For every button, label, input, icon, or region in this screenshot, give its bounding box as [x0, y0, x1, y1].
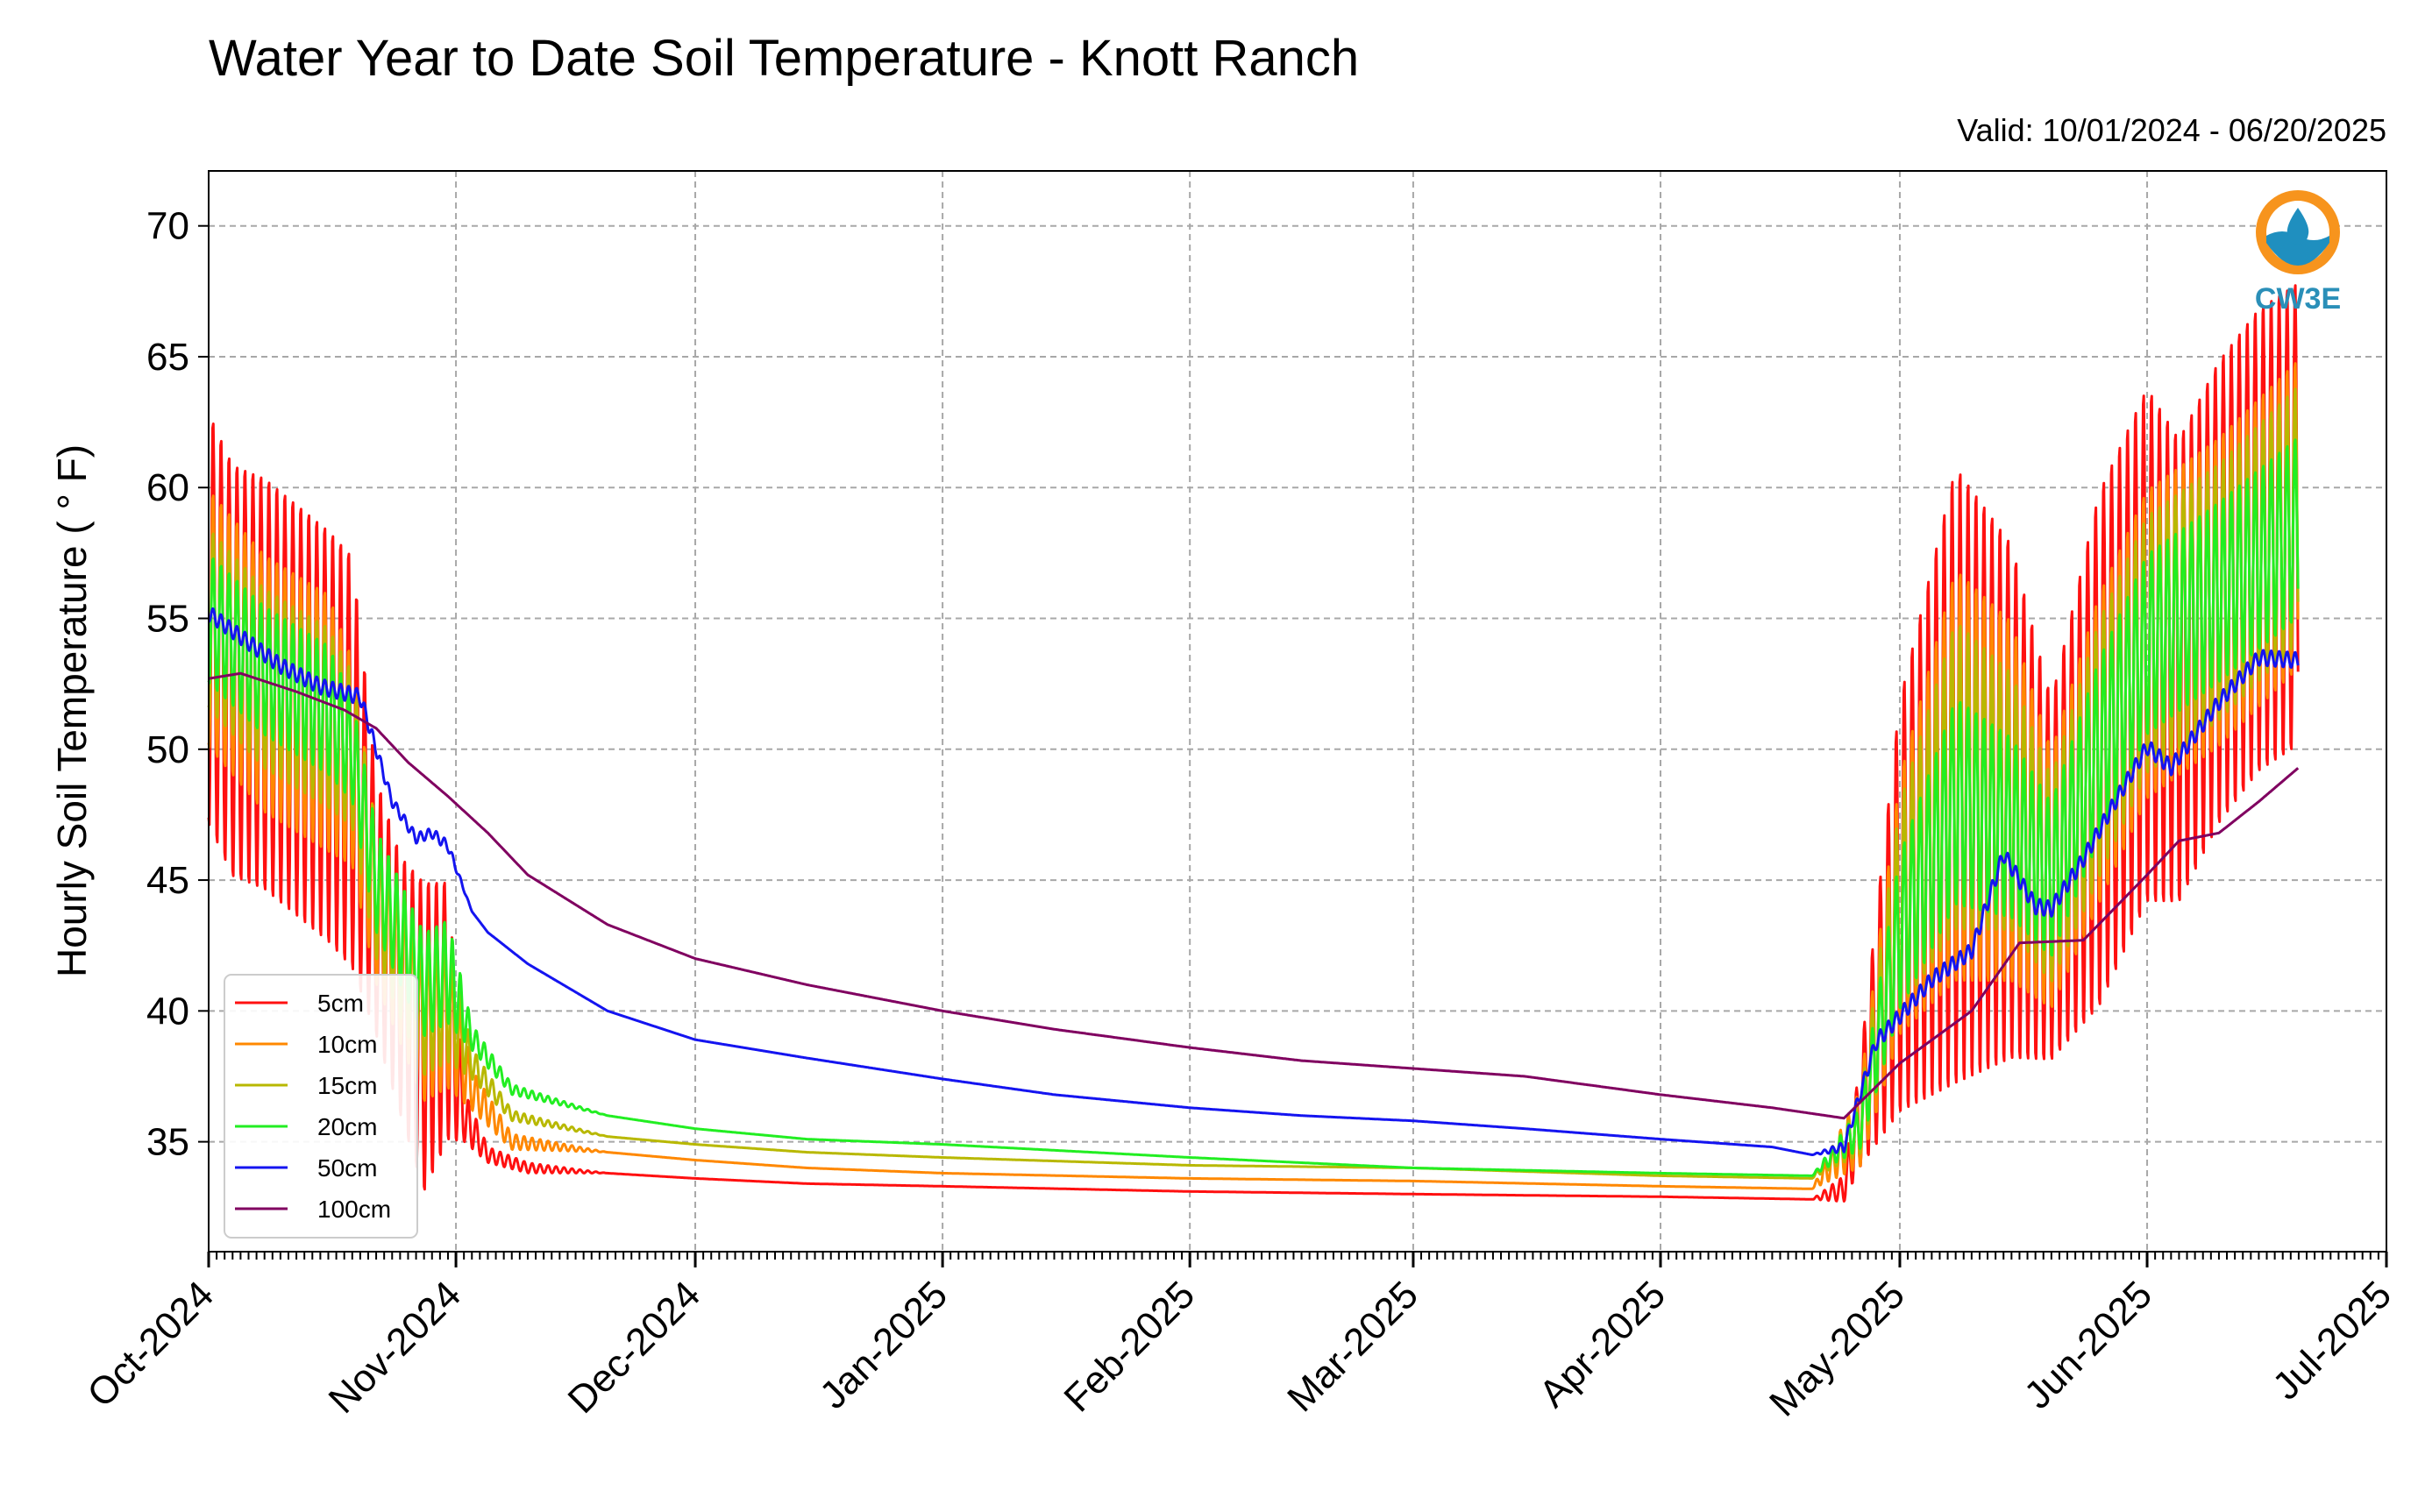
y-tick-label: 45 — [146, 859, 189, 902]
legend-label: 100cm — [317, 1196, 391, 1223]
x-tick-label: Dec-2024 — [560, 1273, 709, 1422]
y-tick-label: 70 — [146, 205, 189, 248]
legend-label: 50cm — [317, 1154, 377, 1182]
y-tick-label: 65 — [146, 336, 189, 379]
grid — [208, 171, 2387, 1252]
series-line-100cm — [208, 671, 2300, 1120]
y-tick-label: 50 — [146, 728, 189, 771]
x-tick-label: Oct-2024 — [79, 1273, 222, 1416]
series-lines — [207, 284, 2300, 1203]
y-tick-label: 60 — [146, 466, 189, 509]
x-tick-label: Mar-2025 — [1279, 1273, 1426, 1420]
x-tick-label: Jan-2025 — [812, 1273, 956, 1416]
logo-text: CW3E — [2255, 282, 2341, 316]
y-axis-label: Hourly Soil Temperature ( ° F) — [49, 444, 95, 977]
x-tick-label: Feb-2025 — [1056, 1273, 1203, 1420]
x-tick-label: Jul-2025 — [2265, 1273, 2400, 1408]
legend-box — [224, 974, 418, 1239]
series-line-20cm — [207, 438, 2300, 1177]
axes: 35 40 45 50 55 60 65 70 Oct-2024 Nov-2024 Dec-2024… — [79, 205, 2400, 1425]
chart-title: Water Year to Date Soil Temperature - Kn… — [209, 30, 1359, 87]
x-tick-label: Apr-2025 — [1531, 1273, 1674, 1416]
x-tick-label: Jun-2025 — [2016, 1273, 2160, 1416]
cw3e-logo: CW3E — [2255, 190, 2341, 316]
series-line-50cm — [207, 607, 2300, 1156]
plot-frame — [208, 170, 2387, 1253]
x-tick-label: Nov-2024 — [321, 1273, 470, 1422]
logo-wave-icon — [2266, 231, 2329, 266]
legend-label: 5cm — [317, 990, 364, 1017]
logo-drop-icon — [2286, 208, 2309, 245]
y-tick-label: 55 — [146, 598, 189, 641]
y-tick-label: 40 — [146, 990, 189, 1033]
legend-label: 10cm — [317, 1031, 377, 1058]
x-tick-label: May-2025 — [1761, 1273, 1913, 1424]
legend: 5cm 10cm 15cm 20cm 50cm 100cm — [224, 974, 418, 1239]
y-tick-label: 35 — [146, 1121, 189, 1164]
legend-label: 15cm — [317, 1072, 377, 1099]
legend-label: 20cm — [317, 1113, 377, 1140]
chart-subtitle: Valid: 10/01/2024 - 06/20/2025 — [1957, 112, 2386, 148]
